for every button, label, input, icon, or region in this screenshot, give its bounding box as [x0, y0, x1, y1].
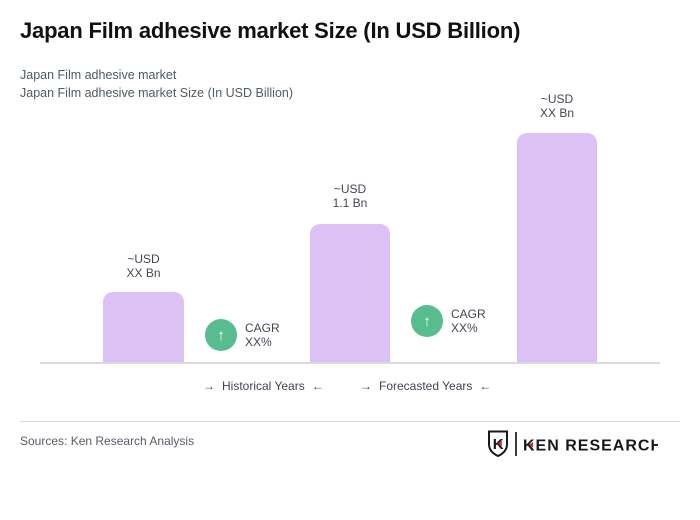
bar-historical: [103, 292, 184, 362]
arrow-right-icon: →: [360, 379, 372, 393]
bar-value-line-2: XX Bn: [539, 106, 575, 120]
growth-circle: ↑: [205, 319, 237, 351]
bar-value-line-1: ~USD: [333, 182, 367, 196]
up-arrow-icon: ↑: [423, 312, 431, 330]
cagr-label: CAGR XX%: [245, 321, 280, 349]
logo-divider: [515, 432, 517, 456]
bar-value-label-forecast: ~USD XX Bn: [517, 92, 597, 120]
cagr-line-2: XX%: [451, 321, 478, 335]
page-title: Japan Film adhesive market Size (In USD …: [20, 18, 521, 43]
logo-red-accent: [497, 440, 502, 447]
bar-value-line-2: XX Bn: [126, 266, 161, 280]
bar-value-line-1: ~USD: [540, 92, 574, 106]
cagr-badge-forecast: ↑ CAGR XX%: [411, 305, 486, 337]
cagr-line-2: XX%: [245, 335, 272, 349]
subtitle-line-2: Japan Film adhesive market Size (In USD …: [20, 86, 294, 100]
arrow-left-icon: ←: [479, 379, 492, 393]
cagr-badge-historical: ↑ CAGR XX%: [205, 319, 280, 351]
growth-circle: ↑: [411, 305, 443, 337]
axis-label-text: Historical Years: [222, 379, 305, 393]
axis-label-text: Forecasted Years: [379, 379, 473, 393]
arrow-right-icon: →: [203, 379, 215, 393]
ken-research-logo: K KEN RESEARCH: [486, 430, 662, 458]
bar-value-line-2: 1.1 Bn: [332, 196, 368, 210]
bar-current: [310, 224, 390, 362]
bar-value-label-current: ~USD 1.1 Bn: [310, 182, 390, 210]
bar-value-line-1: ~USD: [127, 252, 160, 266]
wordmark-red-accent: [529, 442, 533, 448]
sources-text: Sources: Ken Research Analysis: [20, 434, 195, 448]
cagr-line-1: CAGR: [451, 307, 486, 321]
arrow-left-icon: ←: [311, 379, 324, 393]
logo-wordmark: KEN RESEARCH: [523, 438, 658, 455]
axis-label-historical-years: → Historical Years ←: [203, 379, 324, 394]
cagr-line-1: CAGR: [245, 321, 280, 335]
footer-divider: [20, 421, 680, 422]
logo-monogram: K: [493, 436, 504, 453]
cagr-label: CAGR XX%: [451, 307, 486, 335]
chart-subtitle: Japan Film adhesive market Japan Film ad…: [20, 66, 293, 102]
x-axis-line: [40, 362, 660, 364]
shield-icon: K: [488, 430, 508, 458]
up-arrow-icon: ↑: [217, 326, 225, 344]
bar-value-label-historical: ~USD XX Bn: [103, 252, 184, 280]
bar-forecast: [517, 133, 597, 362]
axis-label-forecasted-years: → Forecasted Years ←: [360, 379, 491, 394]
subtitle-line-1: Japan Film adhesive market: [20, 68, 177, 82]
